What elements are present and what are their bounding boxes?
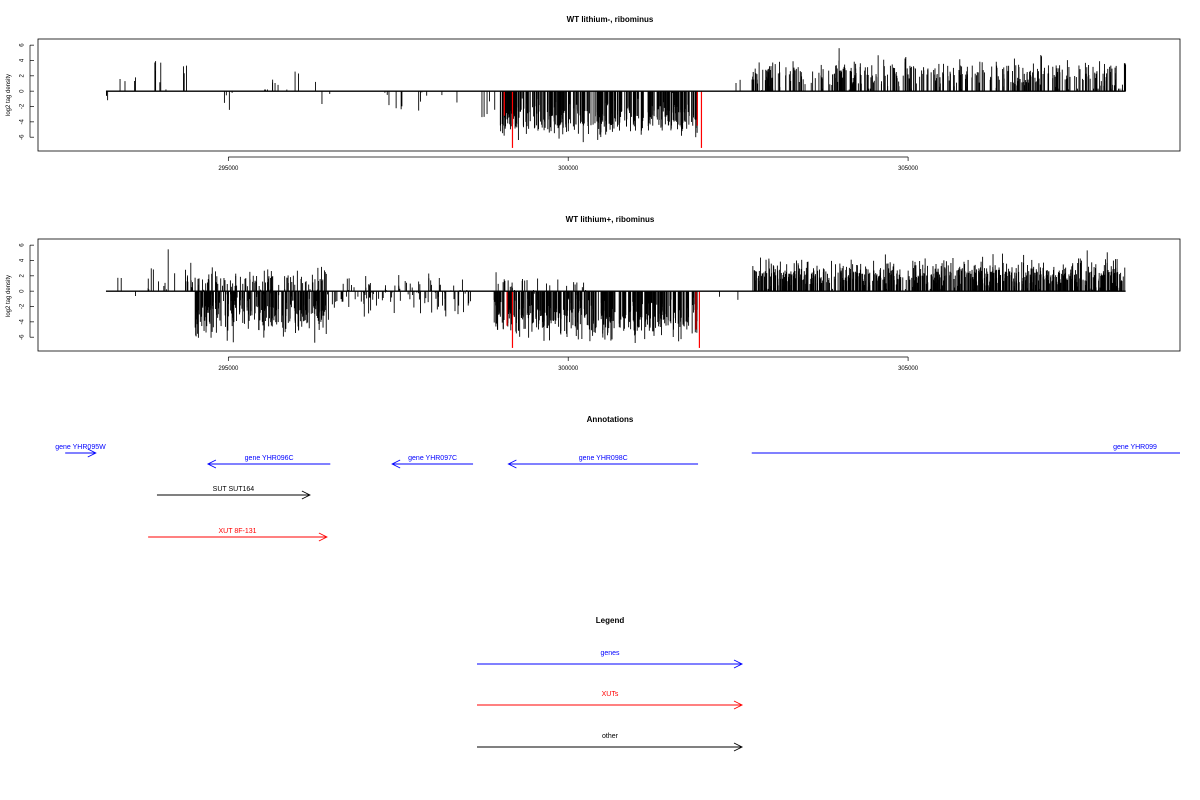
- x-axis: 295000 300000 305000: [218, 356, 919, 372]
- arrow-head: [733, 659, 744, 669]
- annotation-feature: SUT SUT164: [156, 486, 311, 500]
- plot-frame: [37, 238, 1181, 352]
- x-tick-label: 305000: [898, 166, 919, 172]
- y-tick-label: 4: [20, 258, 26, 262]
- y-tick-label: 6: [20, 43, 26, 47]
- feature-label: gene YHR095W: [55, 444, 106, 451]
- legend-item: XUTs: [477, 691, 744, 710]
- y-axis-label: log2 tag density: [6, 74, 12, 116]
- y-tick-label: 2: [20, 273, 26, 277]
- y-tick-label: 6: [20, 243, 26, 247]
- arrow-head: [318, 532, 328, 542]
- arrow-head: [87, 448, 97, 458]
- feature-label: gene YHR098C: [579, 455, 628, 462]
- legend-label: other: [602, 733, 619, 740]
- arrow-head: [206, 459, 217, 469]
- arrow-head: [733, 742, 744, 752]
- y-tick-label: -6: [20, 134, 26, 140]
- y-tick-label: -4: [20, 119, 26, 125]
- x-tick-label: 300000: [558, 366, 579, 372]
- arrow-head: [733, 700, 744, 710]
- track-panel-lithium-plus: WT lithium+, ribominus log2 tag density …: [6, 215, 1181, 372]
- y-tick-label: 4: [20, 58, 26, 62]
- y-tick-label: 0: [20, 89, 26, 93]
- legend-label: genes: [600, 650, 620, 657]
- feature-label: gene YHR099: [1113, 444, 1157, 451]
- panel-title: WT lithium-, ribominus: [567, 15, 654, 24]
- legend-panel: Legend genes XUTs other: [477, 616, 744, 752]
- x-axis: 295000 300000 305000: [218, 156, 919, 172]
- feature-label: gene YHR096C: [245, 455, 294, 462]
- arrow-head: [391, 459, 401, 469]
- x-tick-label: 295000: [218, 166, 239, 172]
- y-axis-label: log2 tag density: [6, 275, 12, 317]
- legend-items: genes XUTs other: [477, 650, 744, 752]
- y-tick-label: 2: [20, 73, 26, 77]
- arrow-head: [301, 490, 311, 500]
- y-axis: -6 -4 -2 0 2 4 6: [20, 43, 34, 140]
- x-tick-label: 295000: [218, 366, 239, 372]
- plot-frame: [37, 38, 1181, 152]
- annotation-feature: XUT 8F-131: [148, 528, 328, 542]
- annotation-feature: gene YHR098C: [507, 455, 699, 469]
- legend-item: other: [477, 733, 744, 752]
- annotation-feature: gene YHR097C: [391, 455, 474, 469]
- y-tick-label: -2: [20, 103, 26, 109]
- y-axis: -6 -4 -2 0 2 4 6: [20, 243, 34, 340]
- y-tick-label: 0: [20, 289, 26, 293]
- legend-item: genes: [477, 650, 744, 669]
- annotation-feature: gene YHR095W: [55, 444, 106, 458]
- x-tick-label: 305000: [898, 366, 919, 372]
- legend-label: XUTs: [602, 691, 619, 698]
- y-tick-label: -6: [20, 334, 26, 340]
- annotation-feature: gene YHR096C: [206, 455, 331, 469]
- feature-label: gene YHR097C: [408, 455, 457, 462]
- feature-label: XUT 8F-131: [219, 528, 257, 535]
- annotation-feature: gene YHR099: [751, 444, 1180, 454]
- feature-label: SUT SUT164: [213, 486, 255, 493]
- legend-title: Legend: [596, 616, 625, 625]
- annotations-title: Annotations: [587, 415, 634, 424]
- track-panel-lithium-minus: WT lithium-, ribominus log2 tag density …: [6, 15, 1181, 172]
- y-tick-label: -4: [20, 319, 26, 325]
- y-tick-label: -2: [20, 303, 26, 309]
- x-tick-label: 300000: [558, 166, 579, 172]
- panel-title: WT lithium+, ribominus: [566, 215, 655, 224]
- arrow-head: [507, 459, 517, 469]
- density-bars: [105, 48, 1127, 148]
- density-bars: [105, 249, 1126, 348]
- annotation-features: gene YHR095W gene YHR096C gene YHR097C gene…: [55, 444, 1180, 542]
